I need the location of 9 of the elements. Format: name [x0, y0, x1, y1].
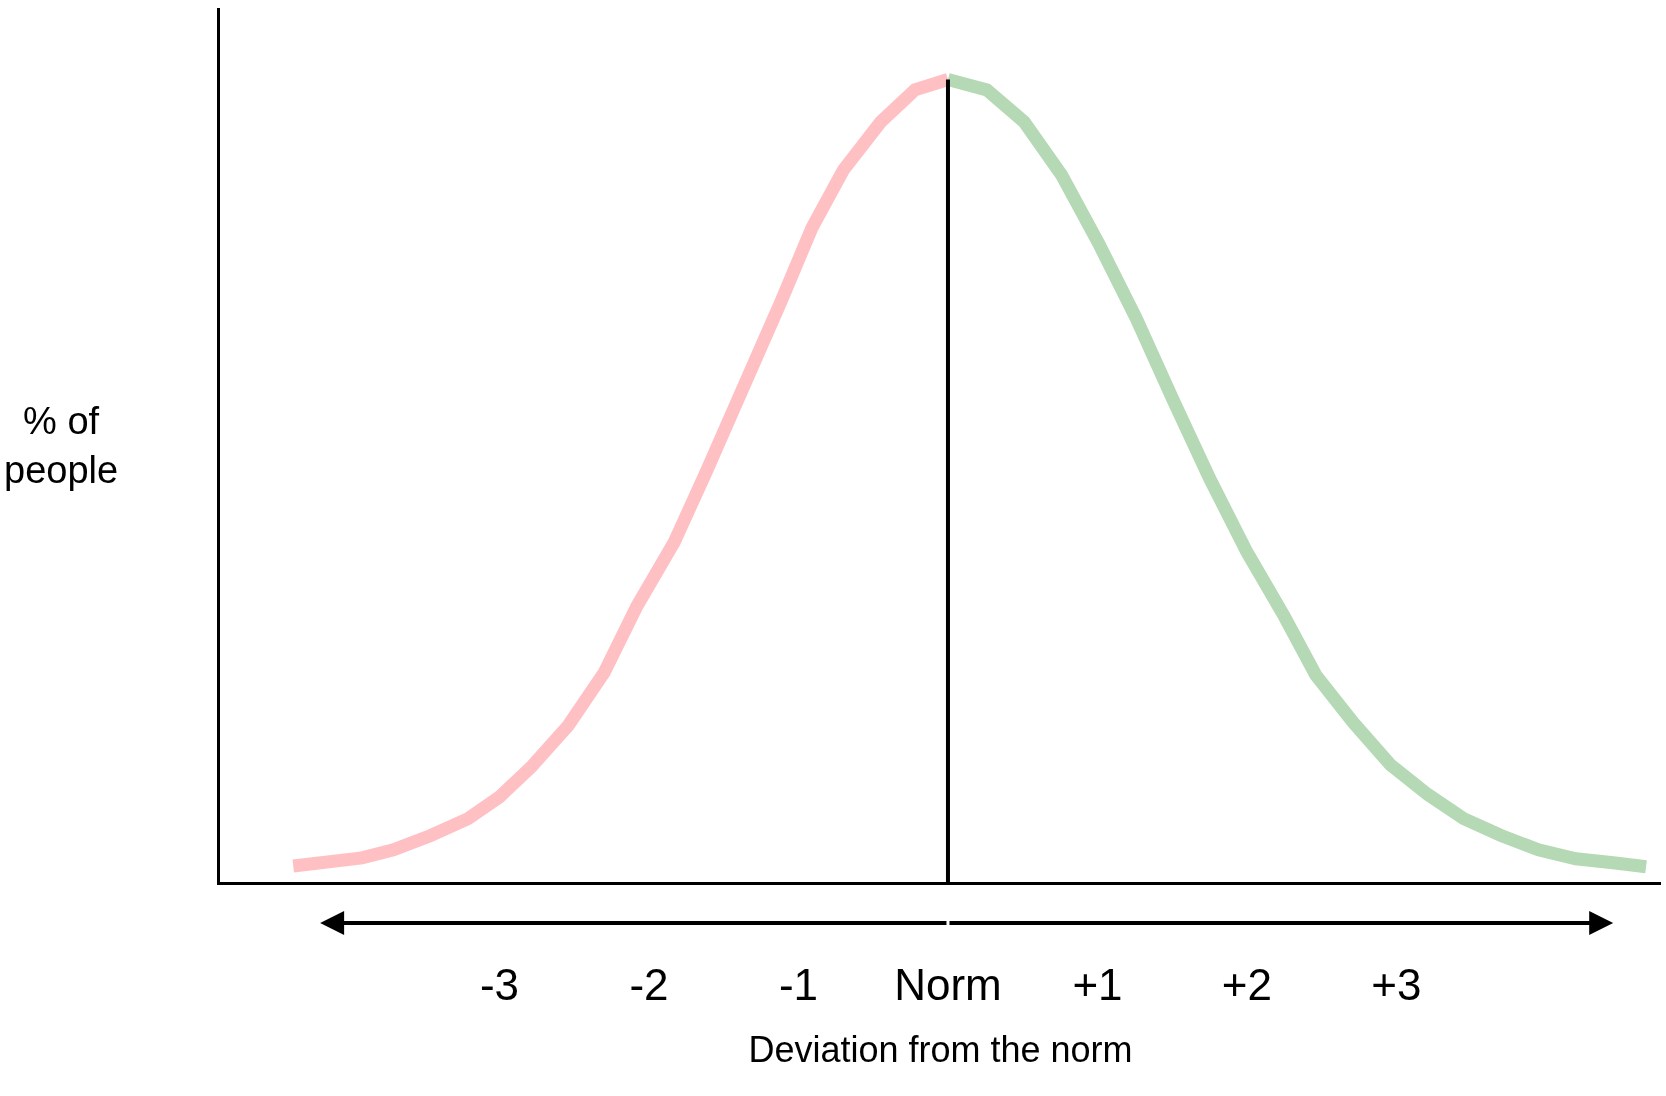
x-tick-label: +3	[1371, 959, 1422, 1009]
x-tick-label: -1	[778, 959, 819, 1009]
x-tick-label: Norm	[894, 959, 1002, 1009]
x-tick-label: -2	[629, 959, 669, 1009]
y-axis-title: % of people	[4, 400, 119, 492]
x-tick-label: +2	[1221, 959, 1273, 1009]
x-tick-label: -3	[479, 959, 520, 1009]
x-axis-title: Deviation from the norm	[748, 1029, 1133, 1071]
x-tick-label: +1	[1072, 959, 1123, 1009]
